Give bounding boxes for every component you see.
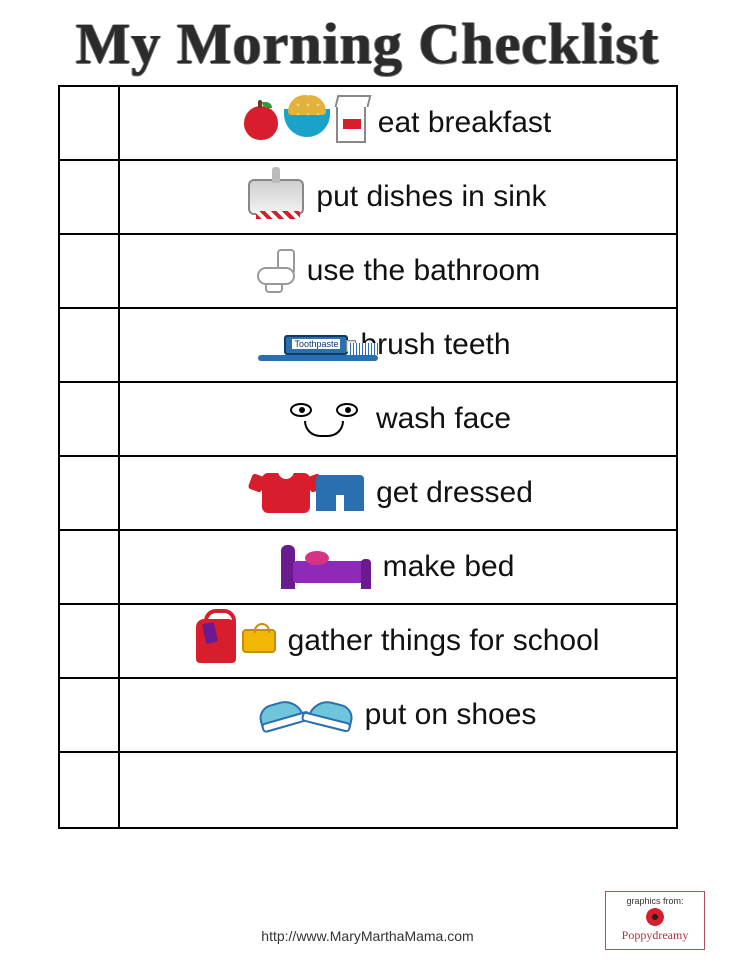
row-content: get dressed bbox=[120, 457, 676, 529]
checklist-row: wash face bbox=[60, 383, 676, 457]
row-content: eat breakfast bbox=[120, 87, 676, 159]
row-content: make bed bbox=[120, 531, 676, 603]
checkbox-cell[interactable] bbox=[60, 383, 120, 455]
row-label: get dressed bbox=[376, 476, 533, 510]
checkbox-cell[interactable] bbox=[60, 605, 120, 677]
credit-brand: Poppydreamy bbox=[614, 928, 696, 943]
checklist-row: brush teeth bbox=[60, 309, 676, 383]
checklist-row: make bed bbox=[60, 531, 676, 605]
apple-icon bbox=[244, 106, 278, 140]
shoe-left-icon bbox=[256, 696, 305, 733]
checkbox-cell[interactable] bbox=[60, 753, 120, 827]
checkbox-cell[interactable] bbox=[60, 679, 120, 751]
graphics-credit: graphics from: Poppydreamy bbox=[605, 891, 705, 950]
toothpaste-icon bbox=[284, 335, 348, 355]
checklist-row: put dishes in sink bbox=[60, 161, 676, 235]
checkbox-cell[interactable] bbox=[60, 235, 120, 307]
checkbox-cell[interactable] bbox=[60, 531, 120, 603]
row-content: gather things for school bbox=[120, 605, 676, 677]
flower-icon bbox=[646, 908, 664, 926]
row-content: use the bathroom bbox=[120, 235, 676, 307]
row-label: wash face bbox=[376, 402, 511, 436]
checklist-row: get dressed bbox=[60, 457, 676, 531]
credit-label: graphics from: bbox=[614, 896, 696, 906]
page-title: My Morning Checklist bbox=[0, 10, 735, 77]
row-label: use the bathroom bbox=[307, 254, 540, 288]
shoe-right-icon bbox=[306, 697, 355, 733]
face-icon bbox=[284, 399, 364, 439]
row-content: put dishes in sink bbox=[120, 161, 676, 233]
row-label: make bed bbox=[383, 550, 515, 584]
row-content: brush teeth bbox=[120, 309, 676, 381]
checklist-row: eat breakfast bbox=[60, 87, 676, 161]
row-content bbox=[120, 753, 676, 827]
milk-carton-icon bbox=[336, 103, 366, 143]
row-content: put on shoes bbox=[120, 679, 676, 751]
checkbox-cell[interactable] bbox=[60, 457, 120, 529]
row-content: wash face bbox=[120, 383, 676, 455]
toilet-icon bbox=[255, 249, 295, 293]
shorts-icon bbox=[316, 475, 364, 511]
cereal-bowl-icon bbox=[284, 109, 330, 137]
row-label: brush teeth bbox=[360, 328, 510, 362]
checklist-table: eat breakfast put dishes in sink use the… bbox=[58, 85, 678, 829]
footer-url: http://www.MaryMarthaMama.com bbox=[261, 928, 473, 944]
checkbox-cell[interactable] bbox=[60, 87, 120, 159]
toothbrush-icon bbox=[258, 355, 378, 361]
checklist-row bbox=[60, 753, 676, 827]
checklist-row: gather things for school bbox=[60, 605, 676, 679]
sink-icon bbox=[248, 179, 304, 215]
checkbox-cell[interactable] bbox=[60, 161, 120, 233]
checklist-row: put on shoes bbox=[60, 679, 676, 753]
lunchbox-icon bbox=[242, 629, 276, 653]
checklist-row: use the bathroom bbox=[60, 235, 676, 309]
bed-icon bbox=[281, 545, 371, 589]
row-label: put on shoes bbox=[365, 698, 537, 732]
checkbox-cell[interactable] bbox=[60, 309, 120, 381]
row-label: eat breakfast bbox=[378, 106, 551, 140]
tshirt-icon bbox=[262, 473, 310, 513]
backpack-icon bbox=[196, 619, 236, 663]
row-label: put dishes in sink bbox=[316, 180, 546, 214]
row-label: gather things for school bbox=[288, 624, 600, 658]
